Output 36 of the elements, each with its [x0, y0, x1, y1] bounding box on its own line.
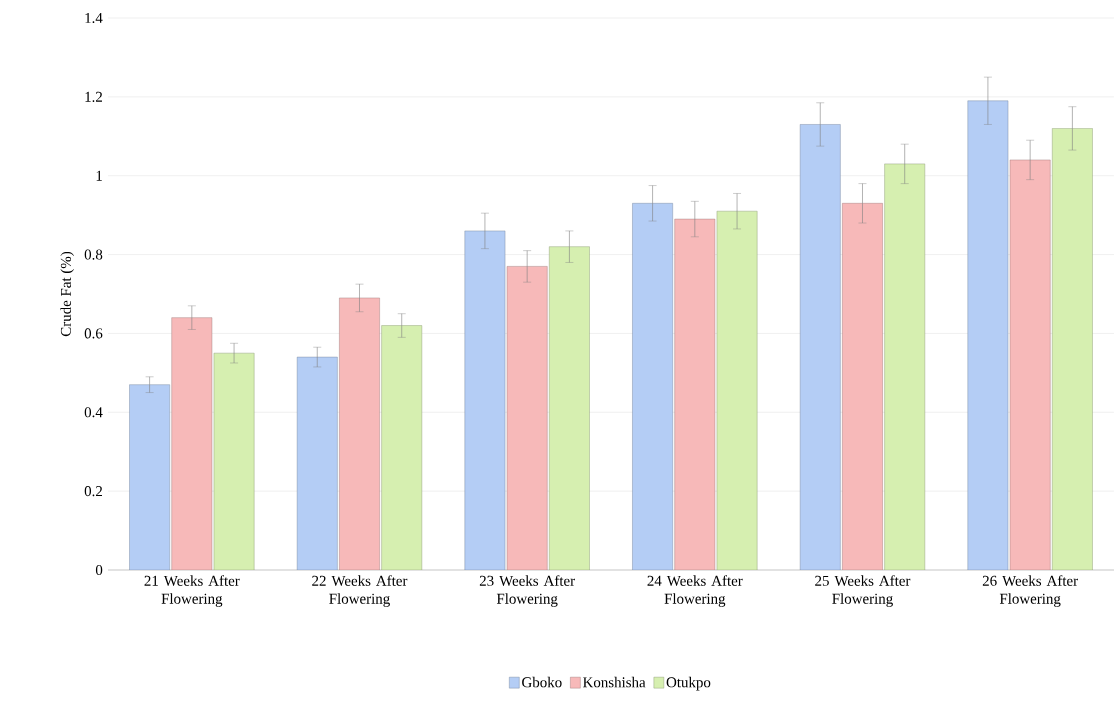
bar — [339, 297, 380, 570]
bar — [674, 218, 716, 570]
y-tick-label: 0.8 — [84, 249, 103, 260]
legend-label: Gboko — [522, 676, 562, 688]
y-tick-label: 1.2 — [85, 91, 102, 102]
bar — [884, 163, 926, 570]
x-tick-label: 26 Weeks After Flowering — [982, 575, 1078, 607]
bar — [549, 246, 590, 570]
bar — [967, 100, 1009, 570]
x-tick-label: 25 Weeks After Flowering — [815, 575, 911, 607]
bar — [381, 325, 423, 570]
bar — [464, 230, 506, 570]
x-tick-label: 22 Weeks After Flowering — [312, 575, 408, 607]
y-tick-label: 1.4 — [85, 12, 103, 24]
y-tick-label: 0.6 — [84, 328, 103, 339]
y-tick-label: 0.4 — [84, 407, 103, 418]
bar — [842, 203, 883, 570]
y-tick-label: 0 — [95, 564, 103, 576]
y-axis-title: Crude Fat (%) — [60, 251, 74, 337]
bar — [171, 317, 213, 570]
bar — [716, 211, 758, 570]
x-tick-label: 24 Weeks After Flowering — [647, 575, 743, 607]
bar — [213, 352, 255, 570]
y-tick-label: 0.2 — [84, 486, 102, 497]
legend-label: Otukpo — [666, 676, 711, 691]
bar — [1009, 159, 1051, 570]
bar — [1052, 128, 1093, 570]
legend-label: Konshisha — [583, 676, 646, 688]
bar — [129, 384, 170, 570]
bar — [506, 266, 548, 570]
x-tick-label: 23 Weeks After Flowering — [479, 575, 575, 607]
bar — [296, 356, 338, 570]
bar — [632, 203, 673, 570]
x-tick-label: 21 Weeks After Flowering — [144, 575, 240, 607]
bar — [799, 124, 841, 570]
y-tick-label: 1 — [96, 170, 102, 181]
